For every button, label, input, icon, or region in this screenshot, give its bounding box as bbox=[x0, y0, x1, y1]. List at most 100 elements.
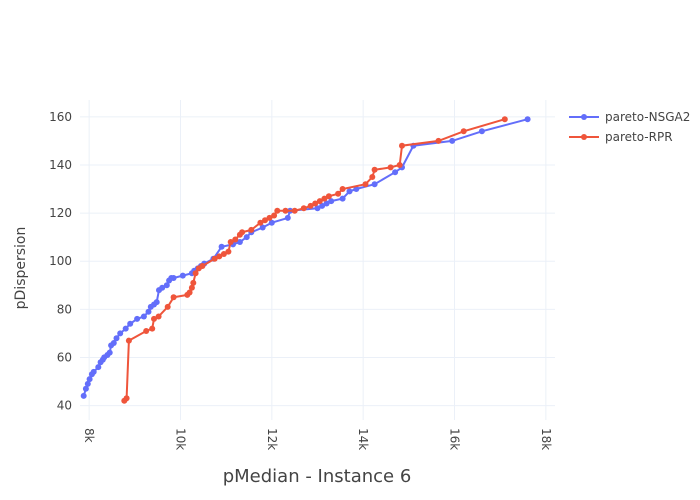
data-point bbox=[335, 190, 342, 197]
data-point bbox=[106, 349, 113, 356]
y-tick-label: 140 bbox=[49, 158, 72, 172]
legend-item[interactable]: pareto-RPR bbox=[569, 130, 673, 144]
data-point bbox=[323, 200, 330, 207]
data-point bbox=[259, 224, 266, 231]
data-point bbox=[170, 275, 177, 281]
data-point bbox=[524, 116, 531, 123]
x-tick-label: 10k bbox=[173, 428, 187, 450]
data-point bbox=[314, 205, 321, 212]
data-point bbox=[164, 303, 171, 310]
data-point bbox=[211, 255, 218, 262]
x-tick-label: 8k bbox=[82, 428, 96, 443]
data-point bbox=[353, 186, 360, 192]
data-point bbox=[86, 376, 93, 383]
data-point bbox=[284, 214, 291, 221]
data-point bbox=[236, 239, 243, 245]
data-point bbox=[262, 217, 268, 224]
data-point bbox=[371, 181, 378, 188]
series-pareto-NSGA2 bbox=[80, 116, 531, 399]
data-point bbox=[300, 205, 307, 212]
data-point bbox=[125, 337, 132, 344]
data-point bbox=[151, 315, 157, 322]
data-point bbox=[257, 219, 264, 226]
data-point bbox=[387, 164, 394, 171]
data-point bbox=[190, 279, 197, 286]
data-point bbox=[134, 315, 141, 322]
data-point bbox=[90, 368, 97, 375]
data-point bbox=[291, 207, 298, 214]
data-point bbox=[316, 198, 323, 205]
legend-point-marker bbox=[581, 134, 587, 140]
data-point bbox=[95, 364, 102, 371]
data-point bbox=[319, 202, 326, 209]
gridlines bbox=[80, 100, 555, 420]
y-tick-label: 60 bbox=[57, 350, 72, 364]
data-point bbox=[84, 380, 91, 387]
data-point bbox=[80, 392, 87, 399]
data-point bbox=[362, 181, 369, 188]
data-point bbox=[268, 219, 275, 226]
data-point bbox=[396, 162, 403, 168]
data-point bbox=[123, 395, 130, 402]
data-point bbox=[271, 212, 278, 219]
y-tick-label: 120 bbox=[49, 206, 72, 220]
legend-label: pareto-NSGA2 bbox=[605, 110, 690, 124]
data-point bbox=[179, 272, 186, 279]
plot-area bbox=[80, 100, 555, 420]
data-point bbox=[127, 320, 134, 327]
data-point bbox=[110, 340, 117, 346]
data-point bbox=[186, 289, 193, 296]
data-point bbox=[192, 270, 199, 277]
data-point bbox=[339, 195, 346, 202]
data-point bbox=[153, 299, 160, 306]
data-point bbox=[248, 226, 255, 233]
data-point bbox=[227, 239, 234, 245]
data-point bbox=[218, 243, 225, 250]
data-point bbox=[232, 236, 239, 243]
data-point bbox=[216, 253, 223, 260]
data-point bbox=[328, 198, 335, 205]
data-point bbox=[117, 330, 124, 337]
data-point bbox=[325, 193, 332, 200]
data-point bbox=[163, 282, 170, 289]
y-tick-label: 40 bbox=[57, 399, 72, 413]
tick-labels: 8k 10k 12k 14k 16k 18k 40 60 80 100 120 140 160 bbox=[49, 110, 553, 450]
data-point bbox=[155, 313, 162, 320]
series-pareto-RPR bbox=[121, 116, 508, 404]
data-point bbox=[399, 142, 405, 149]
legend-item[interactable]: pareto-NSGA2 bbox=[569, 110, 690, 124]
data-point bbox=[460, 128, 467, 135]
data-point bbox=[225, 248, 232, 255]
data-point bbox=[321, 195, 328, 202]
x-tick-label: 14k bbox=[356, 428, 370, 450]
data-point bbox=[307, 202, 314, 209]
x-tick-label: 12k bbox=[265, 428, 279, 450]
x-axis-title: pMedian - Instance 6 bbox=[223, 466, 412, 487]
x-tick-label: 16k bbox=[448, 428, 462, 450]
data-point bbox=[149, 325, 156, 332]
data-point bbox=[239, 229, 246, 236]
data-point bbox=[478, 128, 485, 135]
data-point bbox=[501, 116, 508, 123]
x-tick-label: 18k bbox=[539, 428, 553, 450]
data-point bbox=[122, 325, 129, 332]
data-point bbox=[243, 234, 250, 241]
data-point bbox=[170, 294, 177, 301]
data-point bbox=[392, 169, 399, 176]
data-point bbox=[145, 308, 152, 315]
data-point bbox=[140, 313, 147, 320]
data-point bbox=[266, 214, 273, 221]
y-tick-label: 100 bbox=[49, 254, 72, 268]
data-point bbox=[113, 335, 120, 342]
data-point bbox=[274, 207, 281, 214]
data-point bbox=[159, 284, 166, 291]
legend-point-marker bbox=[581, 114, 587, 120]
data-point bbox=[312, 200, 319, 207]
legend[interactable]: pareto-NSGA2 pareto-RPR bbox=[569, 110, 690, 144]
data-point bbox=[143, 328, 150, 334]
data-point bbox=[82, 385, 89, 392]
y-tick-label: 160 bbox=[49, 110, 72, 124]
data-point bbox=[435, 137, 442, 144]
